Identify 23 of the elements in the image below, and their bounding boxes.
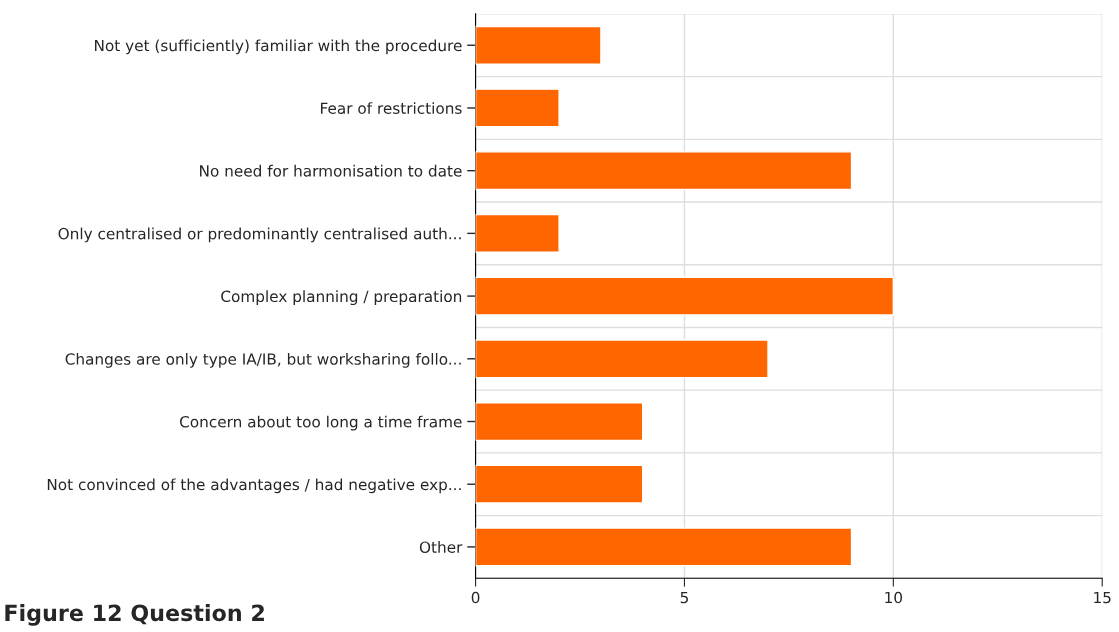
bar: [475, 88, 560, 128]
y-tick-label: Not convinced of the advantages / had negative exp...: [47, 478, 461, 494]
x-tick-label: 15: [1094, 591, 1111, 604]
x-tick-label: 10: [885, 591, 903, 604]
bar: [475, 464, 644, 504]
y-tick-label: Other: [419, 541, 463, 553]
y-tick-label: No need for harmonisation to date: [200, 164, 462, 177]
y-tick-label: Complex planning / preparation: [221, 290, 462, 306]
bar: [475, 402, 644, 442]
x-tick-label: 5: [680, 591, 688, 604]
y-tick-label: Fear of restrictions: [321, 102, 462, 114]
bar: [475, 276, 895, 316]
bar: [475, 339, 769, 379]
y-tick-label: Not yet (sufficiently) familiar with the procedure: [95, 39, 462, 55]
bar: [475, 527, 853, 567]
x-tick-label: 0: [471, 591, 480, 604]
y-tick-label: Changes are only type IA/IB, but worksharing follo...: [65, 353, 461, 368]
caption: Figure 12 Question 2: [5, 604, 264, 626]
y-tick-label: Concern about too long a time frame: [179, 415, 462, 431]
bar: [475, 213, 560, 253]
y-tick-label: Only centralised or predominantly centralised auth...: [58, 227, 461, 243]
bar: [475, 151, 853, 191]
bar: [475, 25, 602, 65]
